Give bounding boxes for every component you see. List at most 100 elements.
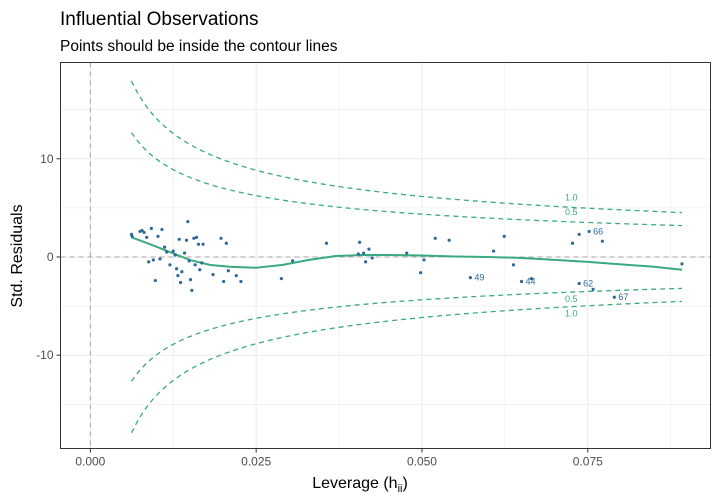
point-label: 62	[583, 278, 593, 288]
data-point	[324, 241, 329, 245]
data-point	[140, 228, 144, 233]
point-label: 66	[593, 226, 603, 236]
data-point	[147, 260, 151, 264]
data-point	[447, 238, 451, 242]
smooth-curve-layer	[131, 236, 683, 271]
x-axis-title: Leverage (hii)	[312, 475, 408, 495]
data-point	[188, 277, 193, 282]
data-point	[511, 263, 516, 267]
data-point	[186, 220, 190, 224]
data-point	[291, 259, 295, 263]
data-point	[680, 262, 684, 266]
y-axis-title: Std. Residuals	[9, 204, 26, 307]
reference-lines	[60, 62, 711, 449]
data-point	[184, 238, 189, 242]
chart-subtitle: Points should be inside the contour line…	[60, 38, 338, 55]
axes: 0.000 0.025 0.050 0.075 -10 0 10	[36, 152, 603, 469]
data-point	[156, 234, 160, 238]
x-axis-title-subscript: ii	[398, 483, 403, 495]
data-point	[145, 235, 149, 239]
data-point	[226, 269, 230, 273]
data-point	[529, 276, 534, 281]
data-point	[358, 240, 362, 244]
x-axis-title-main: Leverage (h	[312, 475, 397, 492]
data-point	[591, 287, 595, 291]
point-labels: 66 49 44 62 67	[474, 226, 628, 302]
data-point	[570, 241, 575, 245]
data-point	[182, 251, 187, 255]
data-point	[211, 273, 215, 277]
data-point	[577, 232, 581, 236]
data-point	[370, 256, 374, 260]
data-point	[364, 260, 368, 264]
y-tick-label: -10	[36, 348, 54, 362]
x-tick-label: 0.050	[407, 455, 437, 469]
data-point	[163, 245, 167, 249]
data-point	[612, 295, 616, 299]
contours: 1.0 1.0 0.5 0.5	[130, 80, 683, 434]
points	[129, 220, 684, 299]
data-point	[519, 279, 524, 284]
smooth-curve	[131, 236, 683, 271]
data-point	[180, 270, 184, 274]
data-point	[198, 268, 202, 272]
data-point	[468, 275, 472, 280]
x-axis-title-close: )	[402, 475, 407, 492]
data-point	[177, 237, 181, 241]
data-point	[224, 241, 228, 245]
contour-line	[130, 80, 683, 214]
point-label: 67	[618, 292, 628, 302]
data-point	[200, 261, 204, 265]
data-point	[577, 281, 581, 286]
x-tick-label: 0.000	[75, 455, 105, 469]
data-point	[219, 236, 223, 240]
data-point	[142, 230, 146, 235]
contour-line	[130, 287, 682, 382]
data-point	[193, 263, 197, 267]
panel-border	[60, 62, 711, 449]
data-point	[405, 251, 409, 255]
data-point	[171, 249, 175, 253]
data-point	[196, 242, 201, 246]
data-point	[422, 258, 426, 262]
x-tick-label: 0.025	[241, 455, 271, 469]
point-label: 44	[525, 277, 535, 287]
data-point	[222, 279, 226, 284]
data-point	[239, 279, 243, 284]
data-point	[433, 236, 437, 240]
data-point	[153, 278, 157, 283]
grid	[60, 62, 711, 449]
contour-label: 1.0	[565, 309, 578, 319]
contour-line	[130, 300, 683, 434]
data-point	[201, 242, 205, 246]
point-label: 49	[474, 273, 484, 283]
data-point	[192, 236, 196, 240]
data-point	[190, 288, 194, 292]
y-tick-label: 0	[47, 250, 54, 264]
data-point	[234, 274, 238, 278]
data-point	[600, 239, 604, 243]
data-point	[174, 267, 179, 271]
data-point	[173, 253, 177, 257]
contour-label: 0.5	[565, 294, 578, 304]
data-point	[492, 249, 496, 253]
contour-line	[130, 132, 682, 227]
data-point	[149, 226, 153, 231]
data-point	[160, 227, 164, 232]
data-point	[176, 274, 180, 278]
data-point	[178, 280, 183, 285]
data-point	[194, 235, 199, 239]
data-point	[502, 234, 506, 238]
contour-label: 1.0	[565, 192, 578, 202]
data-point	[362, 251, 366, 255]
data-point	[165, 250, 169, 254]
data-point	[279, 276, 283, 281]
y-tick-label: 10	[40, 152, 54, 166]
data-point	[168, 263, 172, 267]
contour-label: 0.5	[565, 207, 578, 217]
data-point	[356, 252, 360, 256]
data-point	[419, 271, 423, 275]
data-point	[367, 247, 371, 251]
data-point	[130, 234, 134, 238]
data-point	[151, 258, 155, 262]
